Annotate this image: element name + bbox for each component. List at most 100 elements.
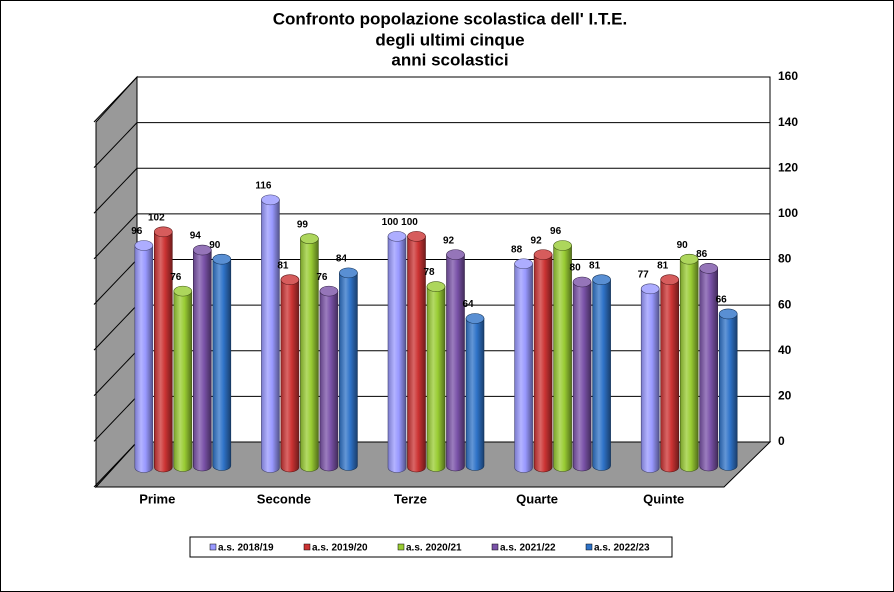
bar-top [572, 276, 592, 288]
legend-swatch [397, 543, 405, 551]
bar-top [660, 274, 680, 286]
y-tick-label: 40 [778, 343, 792, 357]
bar [280, 279, 300, 473]
legend-swatch [209, 543, 217, 551]
side-wall [95, 75, 138, 489]
value-label: 76 [316, 272, 328, 283]
value-label: 78 [423, 267, 435, 278]
bar [339, 272, 358, 471]
bar-top [699, 263, 719, 274]
bar [154, 231, 173, 473]
bar [553, 245, 572, 472]
bar-top [193, 244, 212, 256]
bar-top [261, 194, 280, 206]
x-tick-label: Prime [139, 491, 175, 506]
bar [660, 279, 679, 473]
bar-top [553, 240, 572, 251]
bar-top [533, 249, 553, 260]
grid-line [93, 396, 138, 442]
y-tick-label: 120 [778, 160, 798, 174]
bar [193, 249, 212, 472]
bar-top [679, 253, 699, 265]
y-tick-label: 160 [778, 69, 798, 83]
bar [212, 258, 232, 471]
bar [426, 286, 446, 472]
bar [300, 238, 319, 472]
value-label: 94 [190, 231, 202, 242]
legend-swatch [491, 543, 499, 551]
bar [173, 290, 193, 472]
bar-top [407, 231, 426, 242]
bar [514, 263, 533, 473]
value-label: 76 [170, 272, 182, 283]
y-tick-label: 60 [778, 297, 792, 311]
grid-line [93, 76, 138, 123]
chart-title: degli ultimi cinque [375, 30, 524, 49]
bar [679, 258, 699, 472]
bar-top [592, 274, 611, 286]
bar-top [446, 249, 465, 260]
bar-top [640, 283, 660, 295]
grid-line [93, 350, 138, 397]
x-tick-label: Terze [394, 491, 427, 506]
legend-label: a.s. 2021/22 [500, 543, 556, 554]
x-tick-label: Quarte [516, 491, 558, 506]
bar-top [319, 285, 339, 297]
value-label: 99 [297, 219, 309, 230]
value-label: 102 [148, 212, 165, 223]
value-label: 81 [657, 260, 669, 271]
y-tick-label: 140 [778, 115, 798, 129]
bar-top [426, 281, 446, 292]
value-label: 80 [570, 263, 582, 274]
x-tick-label: Quinte [643, 491, 684, 506]
legend-box [189, 536, 673, 558]
value-label: 66 [716, 295, 728, 306]
x-tick-label: Seconde [257, 491, 311, 506]
value-label: 100 [382, 217, 399, 228]
bar-top [154, 226, 173, 238]
y-tick-label: 100 [778, 206, 798, 220]
grid-line [93, 167, 138, 214]
bar-top [173, 285, 193, 297]
grid-line [93, 259, 138, 305]
bar [387, 236, 407, 473]
value-label: 84 [336, 254, 348, 265]
value-label: 88 [511, 244, 523, 255]
value-label: 92 [531, 235, 543, 246]
bar-top [339, 267, 358, 279]
bar-top [300, 233, 319, 244]
bar [699, 268, 718, 472]
legend-label: a.s. 2020/21 [406, 543, 462, 554]
value-label: 86 [696, 249, 708, 260]
bar [572, 281, 592, 472]
value-label: 64 [462, 299, 474, 310]
legend-label: a.s. 2022/23 [594, 543, 650, 554]
bar [533, 254, 553, 473]
value-label: 92 [443, 235, 455, 246]
value-label: 96 [131, 226, 143, 237]
legend-label: a.s. 2018/19 [218, 543, 274, 554]
bar [592, 279, 611, 471]
bar [446, 254, 465, 472]
bar-top [387, 231, 407, 242]
bar [465, 318, 485, 471]
bar [407, 236, 426, 473]
bar-top [280, 274, 300, 286]
legend-swatch [303, 543, 311, 551]
bar-top [465, 313, 485, 324]
bar-top [718, 308, 738, 320]
bar [319, 290, 339, 472]
y-tick-label: 0 [778, 434, 785, 448]
y-tick-label: 80 [778, 252, 792, 266]
bar-top [514, 258, 533, 270]
bar-top [212, 253, 232, 265]
y-tick-label: 20 [778, 389, 792, 403]
chart-title: anni scolastici [391, 50, 508, 69]
bar [261, 199, 280, 473]
value-label: 100 [401, 217, 418, 228]
value-label: 90 [677, 240, 689, 251]
grid-line [93, 441, 138, 488]
value-label: 81 [589, 260, 601, 271]
bar-top [134, 240, 154, 251]
